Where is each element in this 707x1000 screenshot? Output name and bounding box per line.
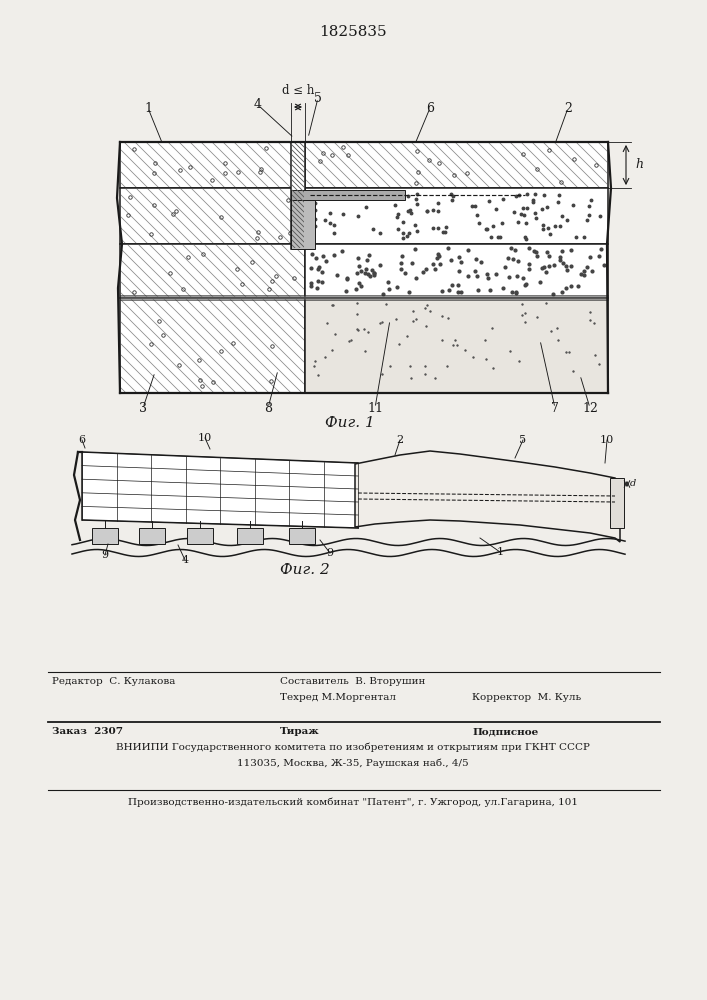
Text: Заказ  2307: Заказ 2307 [52,728,123,736]
Bar [120,244,305,298]
Bar [121,143,304,187]
Bar [291,142,305,249]
Bar [305,188,608,244]
Text: Корректор  М. Куль: Корректор М. Куль [472,692,581,702]
Bar [120,298,305,393]
Bar [120,295,608,300]
Text: 2: 2 [564,102,572,114]
Bar [121,299,304,392]
Text: d ≤ h: d ≤ h [282,84,314,97]
Text: Фиг. 2: Фиг. 2 [280,563,330,577]
Text: 10: 10 [198,433,212,443]
Text: 6: 6 [78,435,86,445]
Bar [139,528,165,544]
Text: Производственно-издательский комбинат "Патент", г. Ужгород, ул.Гагарина, 101: Производственно-издательский комбинат "П… [128,797,578,807]
Text: 5: 5 [520,435,527,445]
Text: 10: 10 [600,435,614,445]
Bar [610,478,624,528]
Bar [305,142,608,188]
Bar [289,528,315,544]
Bar [121,189,304,243]
Text: h: h [635,158,643,172]
Bar [291,200,315,249]
Text: Техред М.Моргентал: Техред М.Моргентал [280,692,396,702]
Text: Подписное: Подписное [472,728,538,736]
Text: 2: 2 [397,435,404,445]
Polygon shape [355,451,620,542]
Text: 11: 11 [367,401,383,414]
Bar [120,188,305,244]
Bar [237,528,263,544]
Text: Редактор  С. Кулакова: Редактор С. Кулакова [52,678,175,686]
Bar [121,245,304,297]
Polygon shape [82,452,358,528]
Text: 7: 7 [551,401,559,414]
Text: Тираж: Тираж [280,728,320,736]
Bar [292,143,304,248]
Text: 1: 1 [496,547,503,557]
Text: 5: 5 [314,92,322,104]
Text: 3: 3 [139,401,147,414]
Text: Фиг. 1: Фиг. 1 [325,416,375,430]
Bar [187,528,213,544]
Text: ВНИИПИ Государственного комитета по изобретениям и открытиям при ГКНТ СССР: ВНИИПИ Государственного комитета по изоб… [116,742,590,752]
Bar [120,142,305,188]
Bar [305,244,608,298]
Bar [291,190,405,200]
Text: 6: 6 [426,102,434,114]
Text: 12: 12 [582,401,598,414]
Text: 8: 8 [264,401,272,414]
Text: 1825835: 1825835 [319,25,387,39]
Text: d: d [630,480,636,488]
Text: 9: 9 [101,550,109,560]
Text: 4: 4 [254,99,262,111]
Text: 9: 9 [327,548,334,558]
Text: 113035, Москва, Ж-35, Раушская наб., 4/5: 113035, Москва, Ж-35, Раушская наб., 4/5 [237,758,469,768]
Text: Составитель  В. Вторушин: Составитель В. Вторушин [280,678,426,686]
Bar [92,528,118,544]
Bar [306,143,607,187]
Bar [305,298,608,393]
Text: 4: 4 [182,555,189,565]
Text: 1: 1 [144,102,152,114]
